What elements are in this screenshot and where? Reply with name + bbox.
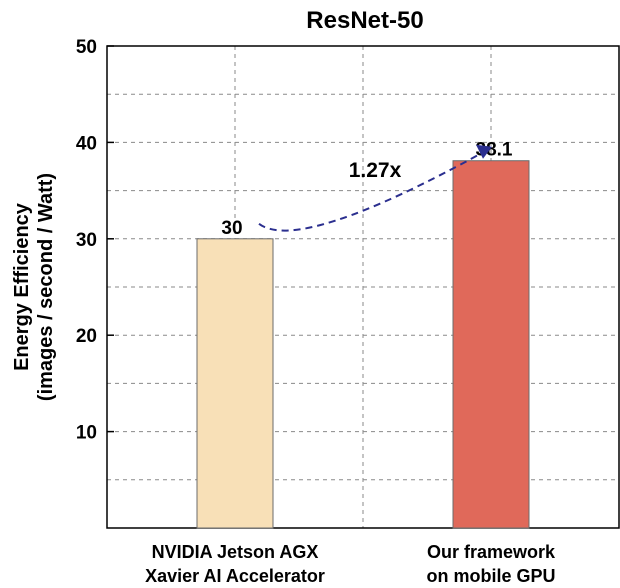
y-axis-label-line2: (images / second / Watt) [35, 173, 57, 401]
speedup-arrowhead [476, 144, 492, 159]
y-tick-label: 50 [76, 37, 97, 58]
x-tick-label-line2: on mobile GPU [426, 566, 555, 586]
chart-title: ResNet-50 [306, 7, 423, 34]
speedup-arrow [258, 149, 487, 232]
bar [196, 238, 274, 529]
x-tick-label-line1: Our framework [427, 542, 556, 562]
plot-area [106, 45, 620, 529]
speedup-annotation: 1.27x [349, 159, 402, 182]
y-tick-label: 40 [76, 133, 97, 154]
x-tick-label-line1: NVIDIA Jetson AGX [152, 542, 319, 562]
x-tick-label-line2: Xavier AI Accelerator [145, 566, 325, 586]
y-tick-label: 20 [76, 326, 97, 347]
x-axis-labels: NVIDIA Jetson AGX Xavier AI Accelerator Ou… [145, 542, 556, 586]
y-axis-ticks: 10 20 30 40 50 [76, 37, 114, 444]
bar-value-label: 30 [221, 218, 242, 239]
grid [107, 46, 619, 528]
y-tick-label: 10 [76, 423, 97, 444]
y-tick-label: 30 [76, 230, 97, 251]
bar [452, 160, 530, 529]
y-axis-label-line1: Energy Efficiency [11, 202, 33, 371]
